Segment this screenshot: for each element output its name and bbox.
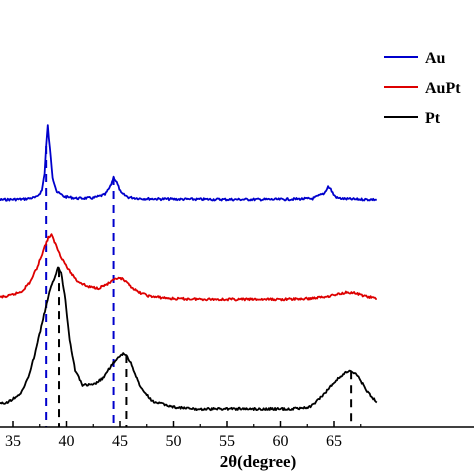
legend-label-pt: Pt (425, 110, 441, 127)
x-axis-title: 2θ(degree) (220, 452, 297, 471)
legend: Au AuPt Pt (384, 50, 461, 127)
x-tick-label: 55 (219, 433, 235, 450)
series-line-pt (0, 266, 378, 412)
legend-label-au: Au (425, 50, 446, 67)
x-tick-label: 50 (166, 433, 182, 450)
x-tick-label: 35 (5, 433, 21, 450)
x-tick-label: 60 (273, 433, 289, 450)
x-tick-label: 65 (326, 433, 342, 450)
reference-lines (45, 146, 353, 427)
series-line-au (0, 124, 377, 202)
x-tick-label: 45 (112, 433, 128, 450)
x-tick-label: 40 (59, 433, 75, 450)
legend-label-aupt: AuPt (425, 80, 461, 97)
x-ticks: 35 40 45 50 55 60 65 (5, 421, 362, 450)
series-layer (0, 124, 378, 412)
series-line-aupt (0, 233, 377, 302)
